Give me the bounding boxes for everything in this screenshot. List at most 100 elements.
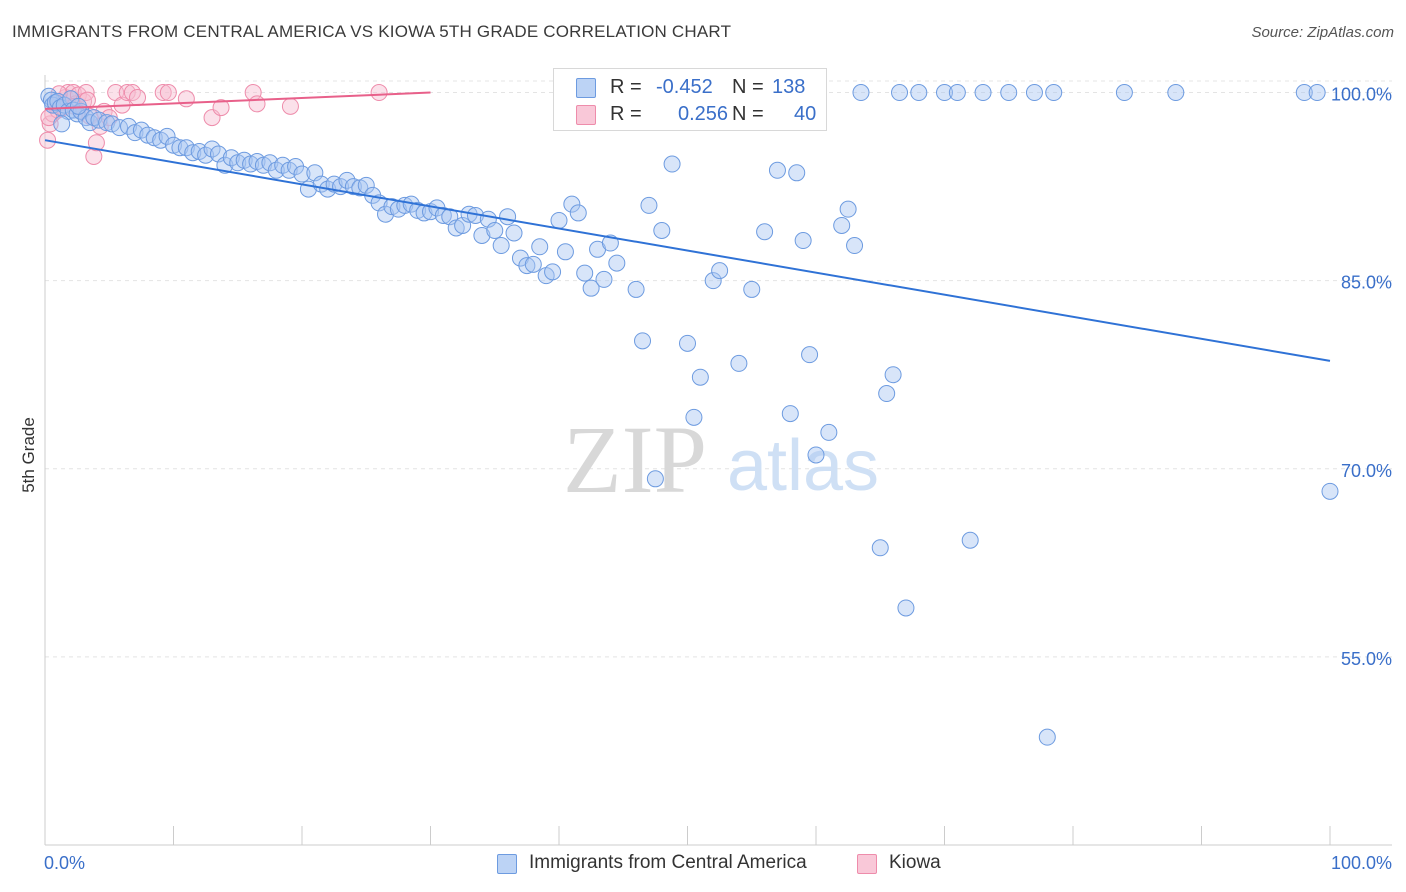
trend-lines bbox=[44, 91, 1331, 362]
central-america-point bbox=[338, 171, 356, 189]
series-legend: Immigrants from Central America Kiowa bbox=[0, 852, 1406, 878]
x-tick-label: 0.0% bbox=[44, 853, 85, 873]
central-america-point bbox=[197, 146, 215, 164]
central-america-point bbox=[434, 206, 452, 224]
central-america-point bbox=[852, 84, 870, 102]
central-america-point bbox=[524, 255, 542, 273]
kiowa-point bbox=[87, 134, 105, 152]
legend-n-value: 40 bbox=[794, 103, 817, 125]
central-america-point bbox=[120, 117, 138, 135]
central-america-point bbox=[576, 264, 594, 282]
legend-n-label: N = bbox=[732, 76, 764, 98]
central-america-point bbox=[891, 84, 909, 102]
central-america-point bbox=[878, 385, 896, 403]
chart-title: IMMIGRANTS FROM CENTRAL AMERICA VS KIOWA… bbox=[12, 22, 732, 41]
kiowa-point bbox=[248, 95, 266, 113]
central-america-point bbox=[103, 115, 121, 133]
central-america-point bbox=[634, 332, 652, 350]
central-america-point bbox=[184, 144, 202, 162]
central-america-point bbox=[640, 196, 658, 214]
central-america-point bbox=[646, 470, 664, 488]
watermark-atlas: atlas bbox=[727, 426, 879, 506]
central-america-point bbox=[344, 178, 362, 196]
central-america-point bbox=[627, 280, 645, 298]
central-america-point bbox=[756, 223, 774, 241]
central-america-point bbox=[505, 224, 523, 242]
central-america-point bbox=[53, 115, 71, 133]
central-america-point bbox=[492, 237, 510, 255]
central-america-point bbox=[743, 280, 761, 298]
legend-swatch-blue bbox=[497, 854, 517, 874]
central-america-point bbox=[871, 539, 889, 557]
central-america-point bbox=[293, 165, 311, 183]
central-america-point bbox=[801, 346, 819, 364]
central-america-point bbox=[768, 161, 786, 179]
legend-label-kiowa: Kiowa bbox=[889, 852, 941, 873]
central-america-point bbox=[833, 216, 851, 234]
central-america-point bbox=[582, 279, 600, 297]
central-america-point bbox=[111, 119, 129, 137]
central-america-point bbox=[653, 221, 671, 239]
central-america-point bbox=[531, 238, 549, 256]
central-america-point bbox=[1000, 84, 1018, 102]
kiowa-point bbox=[85, 148, 103, 165]
y-tick-label: 85.0% bbox=[1341, 273, 1392, 293]
central-america-point bbox=[839, 200, 857, 218]
central-america-point bbox=[518, 257, 536, 275]
kiowa-point bbox=[154, 84, 172, 102]
legend-r-value: -0.452 bbox=[656, 76, 713, 98]
central-america-point bbox=[1038, 728, 1056, 746]
central-america-point bbox=[1321, 482, 1339, 500]
legend-swatch-blue bbox=[576, 78, 596, 98]
kiowa-point bbox=[123, 84, 141, 102]
central-america-point bbox=[544, 263, 562, 281]
legend-swatch-pink bbox=[857, 854, 877, 874]
legend-r-label: R = bbox=[610, 103, 642, 125]
central-america-point bbox=[820, 423, 838, 441]
central-america-point bbox=[846, 237, 864, 255]
central-america-point bbox=[679, 334, 696, 352]
central-america-point bbox=[948, 84, 966, 102]
central-america-point bbox=[1045, 84, 1063, 102]
legend-n-value: 138 bbox=[772, 76, 806, 98]
kiowa-point bbox=[370, 84, 388, 102]
central-america-point bbox=[1167, 84, 1185, 102]
central-america-point bbox=[936, 84, 953, 102]
central-america-point bbox=[486, 221, 504, 239]
kiowa-point bbox=[177, 90, 195, 108]
central-america-point bbox=[550, 211, 568, 229]
central-america-point bbox=[961, 531, 979, 549]
central-america-point bbox=[601, 234, 619, 252]
watermark: ZIP atlas bbox=[563, 406, 879, 513]
correlation-legend: R = -0.452 N = 138 R = 0.256 N = 40 bbox=[553, 68, 827, 131]
central-america-point bbox=[158, 127, 176, 145]
legend-label-central-america: Immigrants from Central America bbox=[529, 852, 807, 873]
central-america-point bbox=[910, 84, 928, 102]
kiowa-point bbox=[129, 89, 147, 107]
y-axis-label: 5th Grade bbox=[19, 417, 38, 493]
central-america-point bbox=[499, 208, 517, 226]
central-america-point bbox=[704, 272, 722, 290]
legend-swatch-pink bbox=[576, 105, 596, 125]
kiowa-point bbox=[41, 115, 59, 133]
central-america-point bbox=[569, 204, 587, 222]
central-america-point bbox=[608, 254, 626, 272]
central-america-point bbox=[473, 227, 491, 245]
kiowa-point bbox=[118, 84, 136, 102]
central-america-point bbox=[788, 164, 806, 182]
central-america-point bbox=[1025, 84, 1043, 102]
trend-line-kiowa bbox=[44, 91, 431, 110]
tick-labels: 100.0% 85.0% 70.0% 55.0% 0.0% 100.0% bbox=[44, 85, 1392, 873]
central-america-point bbox=[711, 262, 729, 280]
central-america-point bbox=[563, 195, 581, 213]
central-america-point bbox=[691, 368, 709, 386]
kiowa-point bbox=[159, 84, 177, 102]
kiowa-point bbox=[212, 99, 230, 117]
legend-r-value: 0.256 bbox=[678, 103, 729, 125]
axes-layer bbox=[44, 75, 1392, 846]
central-america-point bbox=[1115, 84, 1133, 102]
y-tick-label: 55.0% bbox=[1341, 649, 1392, 669]
y-tick-label: 100.0% bbox=[1331, 85, 1392, 105]
central-america-point bbox=[357, 176, 375, 194]
